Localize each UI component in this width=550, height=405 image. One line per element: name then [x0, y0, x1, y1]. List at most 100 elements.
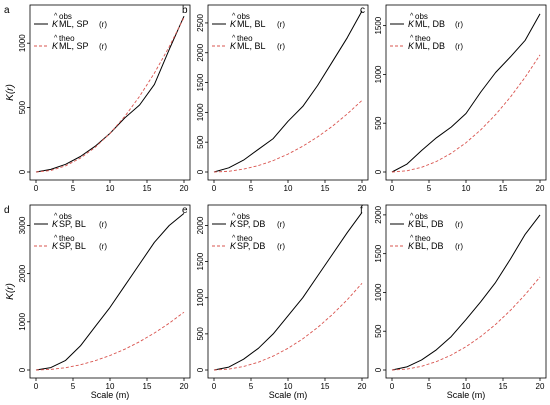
x-tick-label-a-15: 15: [143, 184, 152, 193]
legend-symbol: K: [408, 241, 415, 251]
legend-hat: ^: [232, 35, 236, 42]
x-tick-label-d-15: 15: [143, 382, 152, 391]
legend-hat: ^: [410, 235, 414, 242]
series-line-e-theoretical: [213, 282, 363, 371]
legend-argument: (r): [277, 42, 285, 51]
legend-argument: (r): [455, 242, 463, 251]
legend-symbol: K: [408, 219, 415, 229]
legend-subscript: ML, DB: [415, 41, 445, 51]
y-tick-label-c-1000: 1000: [374, 65, 383, 83]
x-tick-label-f-20: 20: [536, 382, 545, 391]
y-tick-label-e-500: 500: [196, 327, 205, 341]
x-tick-label-c-0: 0: [390, 184, 395, 193]
plot-frame-c: [385, 4, 547, 181]
y-tick-label-c-500: 500: [374, 116, 383, 130]
x-axis-title-d: Scale (m): [91, 390, 130, 400]
legend-hat: ^: [54, 235, 58, 242]
x-axis-title-e: Scale (m): [269, 390, 308, 400]
y-tick-label-f-0: 0: [374, 367, 383, 372]
panel-label-a: a: [4, 5, 10, 16]
x-tick-label-c-15: 15: [499, 184, 508, 193]
series-line-f-observed: [391, 214, 541, 371]
y-tick-label-b-1500: 1500: [196, 73, 205, 91]
x-tick-label-a-0: 0: [34, 184, 39, 193]
legend-superscript: theo: [237, 234, 253, 243]
legend-hat: ^: [54, 213, 58, 220]
y-tick-label-b-2500: 2500: [196, 13, 205, 31]
legend-argument: (r): [99, 20, 107, 29]
legend-argument: (r): [277, 242, 285, 251]
y-tick-label-d-3000: 3000: [18, 216, 27, 234]
series-line-c-observed: [391, 13, 541, 173]
legend-subscript: SP, DB: [237, 241, 265, 251]
legend-argument: (r): [277, 20, 285, 29]
legend-hat: ^: [232, 213, 236, 220]
x-tick-label-f-0: 0: [390, 382, 395, 391]
x-tick-label-b-15: 15: [321, 184, 330, 193]
legend-superscript: obs: [59, 212, 72, 221]
x-tick-label-f-5: 5: [427, 382, 432, 391]
legend-symbol: K: [52, 19, 59, 29]
legend-argument: (r): [99, 242, 107, 251]
legend-symbol: K: [52, 241, 59, 251]
legend-symbol: K: [230, 19, 237, 29]
y-tick-label-e-1500: 1500: [196, 252, 205, 270]
x-tick-label-c-5: 5: [427, 184, 432, 193]
x-tick-label-f-15: 15: [499, 382, 508, 391]
x-tick-label-d-5: 5: [71, 382, 76, 391]
y-axis-title-a: K(r): [5, 84, 16, 101]
legend-subscript: BL, DB: [415, 219, 444, 229]
y-tick-label-a-1000: 1000: [18, 34, 27, 52]
series-line-e-observed: [213, 212, 363, 371]
y-tick-label-e-2000: 2000: [196, 216, 205, 234]
legend-superscript: obs: [237, 212, 250, 221]
plot-frame-d: [29, 204, 191, 379]
legend-symbol: K: [230, 241, 237, 251]
legend-symbol: K: [230, 41, 237, 51]
legend-argument: (r): [455, 20, 463, 29]
y-tick-label-f-1000: 1000: [374, 283, 383, 301]
plot-frame-a: [29, 4, 191, 181]
panel-label-d: d: [4, 205, 10, 216]
legend-superscript: theo: [415, 234, 431, 243]
y-tick-label-c-0: 0: [374, 169, 383, 174]
x-tick-label-e-0: 0: [212, 382, 217, 391]
legend-hat: ^: [410, 13, 414, 20]
x-tick-label-b-20: 20: [358, 184, 367, 193]
y-tick-label-f-2000: 2000: [374, 205, 383, 223]
legend-superscript: obs: [59, 12, 72, 21]
y-tick-label-d-2000: 2000: [18, 264, 27, 282]
legend-symbol: K: [408, 41, 415, 51]
y-tick-label-d-1000: 1000: [18, 312, 27, 330]
legend-hat: ^: [232, 13, 236, 20]
x-tick-label-a-20: 20: [180, 184, 189, 193]
y-tick-label-b-2000: 2000: [196, 43, 205, 61]
plot-frame-e: [207, 204, 369, 379]
y-tick-label-b-500: 500: [196, 135, 205, 149]
legend-hat: ^: [54, 13, 58, 20]
y-axis-title-d: K(r): [5, 283, 16, 300]
y-tick-label-f-1500: 1500: [374, 244, 383, 262]
series-line-f-theoretical: [391, 276, 541, 371]
legend-subscript: ML, BL: [237, 41, 266, 51]
y-tick-label-d-0: 0: [18, 367, 27, 372]
legend-subscript: ML, DB: [415, 19, 445, 29]
legend-superscript: theo: [59, 234, 75, 243]
legend-symbol: K: [408, 19, 415, 29]
x-tick-label-a-10: 10: [106, 184, 115, 193]
legend-hat: ^: [232, 235, 236, 242]
legend-superscript: theo: [237, 34, 253, 43]
x-tick-label-d-0: 0: [34, 382, 39, 391]
series-line-d-observed: [35, 213, 185, 371]
legend-symbol: K: [230, 219, 237, 229]
legend-subscript: ML, BL: [237, 19, 266, 29]
series-line-b-theoretical: [213, 100, 363, 173]
panel-label-c: c: [360, 5, 365, 16]
y-tick-label-a-500: 500: [18, 100, 27, 114]
